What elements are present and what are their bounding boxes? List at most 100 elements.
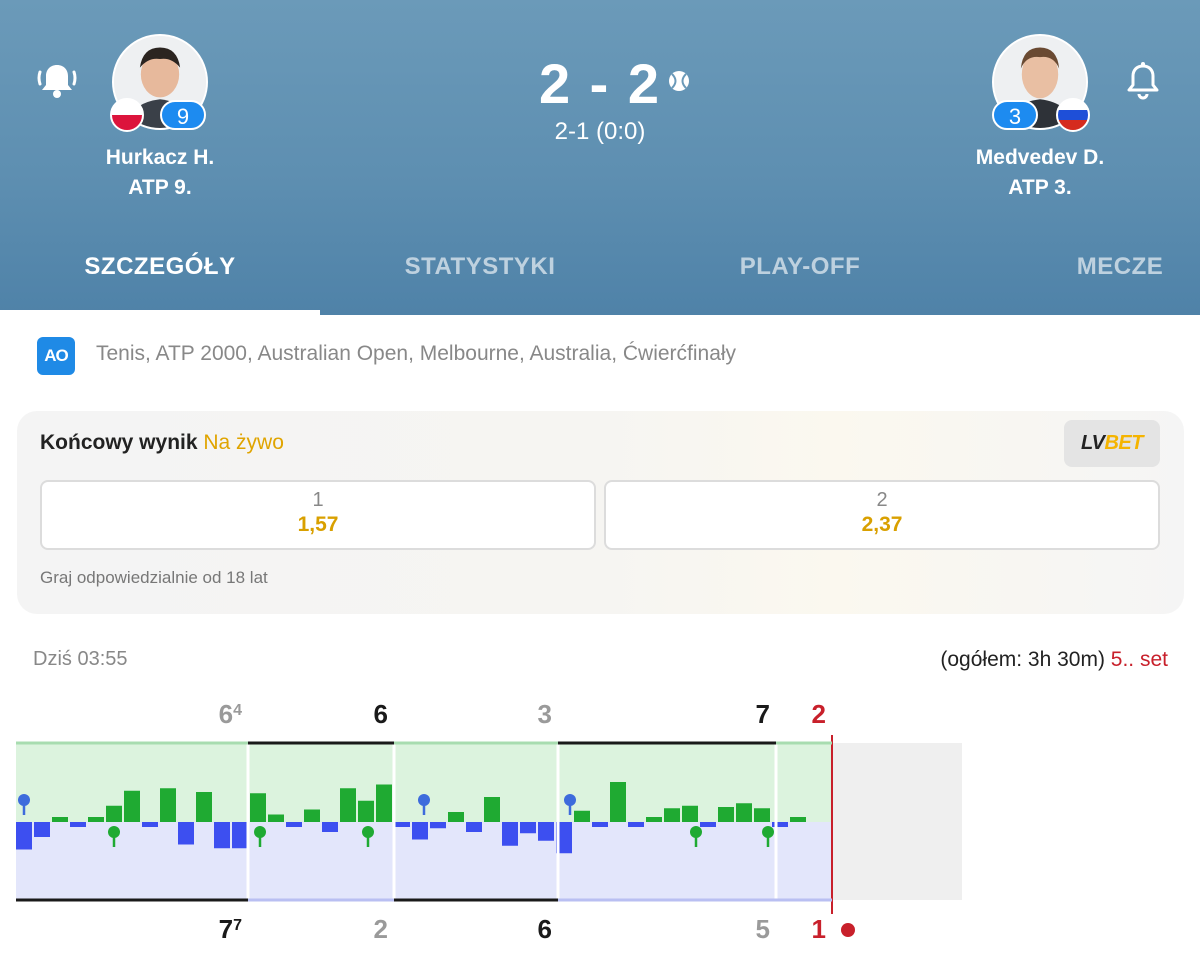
match-score: 2 - 2 <box>538 52 662 115</box>
momentum-bar <box>214 822 230 849</box>
betting-card: Końcowy wynik Na żywo LVBET 1 1,57 2 2,3… <box>17 411 1184 614</box>
tennis-ball-icon <box>669 71 689 91</box>
momentum-bar <box>682 805 698 822</box>
serve-marker-icon <box>762 826 774 838</box>
match-start-time: Dziś 03:55 <box>33 648 128 670</box>
bookmaker-name-part: LV <box>1081 432 1105 454</box>
momentum-bar <box>466 822 482 832</box>
tab-details[interactable]: SZCZEGÓŁY <box>0 240 320 315</box>
momentum-bar <box>52 817 68 822</box>
momentum-bar <box>304 809 320 822</box>
tournament-info[interactable]: Tenis, ATP 2000, Australian Open, Melbou… <box>96 342 737 365</box>
serve-marker-icon <box>254 826 266 838</box>
momentum-bar <box>448 812 464 822</box>
set-score-top: 64 <box>219 699 242 729</box>
momentum-bar <box>412 822 428 840</box>
rank-badge: 3 <box>992 100 1038 130</box>
tab-statistics[interactable]: STATYSTYKI <box>404 253 556 280</box>
player-left-rank: ATP 9. <box>128 176 192 199</box>
momentum-bar <box>250 793 266 822</box>
live-label: Na żywo <box>203 431 284 454</box>
momentum-bar <box>178 822 194 845</box>
live-indicator-icon <box>841 923 855 937</box>
flag-poland-icon <box>110 98 144 132</box>
australian-open-logo: AO <box>37 337 75 375</box>
odd-button-home[interactable]: 1 1,57 <box>40 480 596 550</box>
momentum-bar <box>376 784 392 822</box>
tab-play-off[interactable]: PLAY-OFF <box>739 253 861 280</box>
set-score-top: 6 <box>374 699 388 729</box>
player-right-photo[interactable]: 3 <box>990 34 1090 134</box>
remaining-time-area <box>832 743 962 900</box>
momentum-bar <box>520 822 536 834</box>
momentum-bar <box>502 822 518 846</box>
player-left-name[interactable]: Hurkacz H. <box>105 146 215 169</box>
bet-market-label: Końcowy wynik <box>40 431 198 454</box>
momentum-bar <box>232 822 248 849</box>
momentum-bar <box>268 814 284 822</box>
momentum-bar <box>790 817 806 822</box>
momentum-bar <box>70 822 86 827</box>
player-left-photo[interactable]: 9 <box>110 34 210 134</box>
tiebreak-score: 7 <box>233 917 242 934</box>
responsible-gambling-note: Graj odpowiedzialnie od 18 lat <box>40 568 268 587</box>
momentum-chart: 64 77 6 2 3 6 7 5 2 1 <box>0 690 1200 957</box>
match-duration: (ogółem: 3h 30m) 5.. set <box>940 648 1168 672</box>
serve-marker-icon <box>418 794 430 806</box>
rank-badge: 9 <box>160 100 206 130</box>
momentum-bar <box>700 822 716 827</box>
set-score-top: 3 <box>538 699 552 729</box>
tab-bar: SZCZEGÓŁY STATYSTYKI PLAY-OFF MECZE <box>0 240 1200 315</box>
odd-value: 2,37 <box>861 513 903 536</box>
momentum-bar <box>646 817 662 822</box>
momentum-bar <box>88 817 104 822</box>
current-set-label: 5.. set <box>1110 648 1168 671</box>
odd-value: 1,57 <box>297 513 339 536</box>
match-header: 9 Hurkacz H. ATP 9. 3 Medvedev D. ATP 3.… <box>0 0 1200 315</box>
serve-marker-icon <box>362 826 374 838</box>
tab-matches[interactable]: MECZE <box>1076 253 1164 280</box>
momentum-bar <box>754 808 770 822</box>
duration-total: (ogółem: 3h 30m) <box>940 648 1105 671</box>
set-score-bottom: 2 <box>374 914 388 944</box>
momentum-bar <box>718 807 734 822</box>
tiebreak-score: 4 <box>233 702 242 719</box>
momentum-bar <box>394 822 410 827</box>
momentum-bar <box>574 810 590 822</box>
momentum-bar <box>286 822 302 827</box>
bookmaker-name-accent: BET <box>1104 432 1143 454</box>
momentum-bar <box>358 800 374 822</box>
momentum-bar <box>772 822 788 827</box>
momentum-bar <box>340 788 356 822</box>
momentum-bar <box>16 822 32 850</box>
momentum-bar <box>736 803 752 822</box>
serve-marker-icon <box>564 794 576 806</box>
momentum-bar <box>538 822 554 841</box>
serve-marker-icon <box>690 826 702 838</box>
momentum-bar <box>610 782 626 822</box>
momentum-bar <box>664 808 680 822</box>
momentum-bar <box>142 822 158 827</box>
bell-active-icon[interactable] <box>34 58 80 104</box>
set-score-bottom: 5 <box>756 914 770 944</box>
player-right-name[interactable]: Medvedev D. <box>975 146 1105 169</box>
momentum-bar <box>556 822 572 854</box>
bell-outline-icon[interactable] <box>1120 58 1166 104</box>
odd-label: 1 <box>312 489 324 511</box>
momentum-chart-svg: 64 77 6 2 3 6 7 5 2 1 <box>16 699 962 944</box>
set-score-top: 2 <box>812 699 826 729</box>
odd-label: 2 <box>876 489 888 511</box>
bookmaker-logo[interactable]: LVBET <box>1064 420 1160 467</box>
player-right-rank: ATP 3. <box>1008 176 1072 199</box>
flag-russia-icon <box>1056 98 1090 132</box>
odd-button-away[interactable]: 2 2,37 <box>604 480 1160 550</box>
momentum-bar <box>430 822 446 829</box>
momentum-bar <box>34 822 50 837</box>
momentum-bar <box>160 788 176 822</box>
serve-marker-icon <box>18 794 30 806</box>
set-score-bottom: 1 <box>812 914 826 944</box>
momentum-bar <box>484 797 500 822</box>
momentum-bar <box>196 792 212 822</box>
set-score-bottom: 6 <box>538 914 552 944</box>
set-score-top: 7 <box>756 699 770 729</box>
